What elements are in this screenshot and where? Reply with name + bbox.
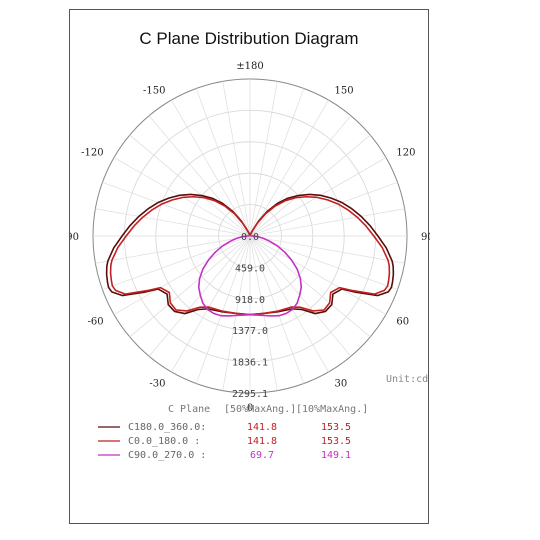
angle-tick-label: -120 — [81, 148, 103, 159]
table-row-half: 69.7 — [250, 450, 274, 461]
grid-spoke — [249, 99, 329, 237]
table-row-half: 141.8 — [247, 436, 277, 447]
series-curve — [197, 235, 303, 317]
grid-spoke — [171, 235, 251, 373]
radial-tick-label: 1377.0 — [232, 326, 268, 337]
grid-spoke — [249, 235, 387, 315]
radial-tick-label: 1836.1 — [232, 358, 268, 369]
grid-spoke — [171, 99, 251, 237]
grid-spoke — [129, 235, 251, 338]
table-header-half: [50%MaxAng.] — [224, 404, 296, 415]
axis-labels: ±180 150 120 90 60 30 0 -30 -60 -90 -120 -150 0.0 459… — [70, 61, 430, 414]
angle-tick-label: ±180 — [236, 61, 263, 72]
angle-tick-label: -30 — [149, 378, 165, 389]
unit-label: Unit:cd — [386, 374, 428, 385]
angle-tick-label: -90 — [70, 232, 79, 243]
angle-tick-label: 30 — [335, 378, 348, 389]
table-header-plane: C Plane — [168, 404, 210, 415]
grid-spoke — [95, 208, 251, 237]
grid-spoke — [95, 235, 251, 264]
radial-tick-label: 0.0 — [241, 232, 259, 243]
grid-spoke — [222, 81, 251, 237]
angle-tick-label: 120 — [396, 148, 415, 159]
grid-spoke — [102, 181, 251, 237]
table-row-tenth: 153.5 — [321, 422, 351, 433]
radial-tick-label: 918.0 — [235, 295, 265, 306]
grid-spoke — [249, 88, 305, 237]
chart-title: C Plane Distribution Diagram — [139, 29, 359, 48]
grid-spoke — [249, 235, 405, 264]
grid-spoke — [249, 235, 329, 373]
table-row-tenth: 153.5 — [321, 436, 351, 447]
angle-tick-label: -150 — [143, 86, 165, 97]
grid-spoke — [249, 81, 278, 237]
grid-spoke — [195, 88, 251, 237]
table-row-name: C180.0_360.0: — [128, 422, 206, 433]
table-row-name: C90.0_270.0 : — [128, 450, 206, 461]
grid-spoke — [249, 181, 398, 237]
angle-table: C Plane [50%MaxAng.] [10%MaxAng.] C180.0_36… — [98, 404, 368, 461]
grid-spoke — [249, 115, 352, 237]
grid-spoke — [195, 235, 251, 384]
angle-tick-label: 0 — [247, 403, 253, 414]
grid-spoke — [249, 208, 405, 237]
table-row-half: 141.8 — [247, 422, 277, 433]
chart-frame: C Plane Distribution Diagram ±180 150 120 9… — [69, 9, 430, 524]
angle-tick-label: 90 — [421, 232, 430, 243]
angle-tick-label: 60 — [396, 317, 409, 328]
grid-spoke — [249, 235, 371, 338]
grid-spoke — [113, 235, 251, 315]
table-header-tenth: [10%MaxAng.] — [296, 404, 368, 415]
grid-spoke — [249, 235, 352, 357]
grid-spoke — [148, 235, 251, 357]
grid-spoke — [129, 134, 251, 237]
angle-tick-label: -60 — [87, 317, 103, 328]
polar-chart: ±180 150 120 90 60 30 0 -30 -60 -90 -120 -150 0.0 459… — [70, 61, 430, 461]
grid-spoke — [249, 235, 305, 384]
grid-spoke — [249, 157, 387, 237]
table-row-tenth: 149.1 — [321, 450, 351, 461]
polar-grid — [92, 78, 408, 394]
grid-spoke — [113, 157, 251, 237]
intensity-curves — [105, 193, 395, 317]
grid-spoke — [249, 134, 371, 237]
table-row-name: C0.0_180.0 : — [128, 436, 200, 447]
angle-tick-label: 150 — [335, 86, 354, 97]
radial-tick-label: 459.0 — [235, 263, 265, 274]
grid-spoke — [148, 115, 251, 237]
radial-tick-label: 2295.1 — [232, 389, 268, 400]
